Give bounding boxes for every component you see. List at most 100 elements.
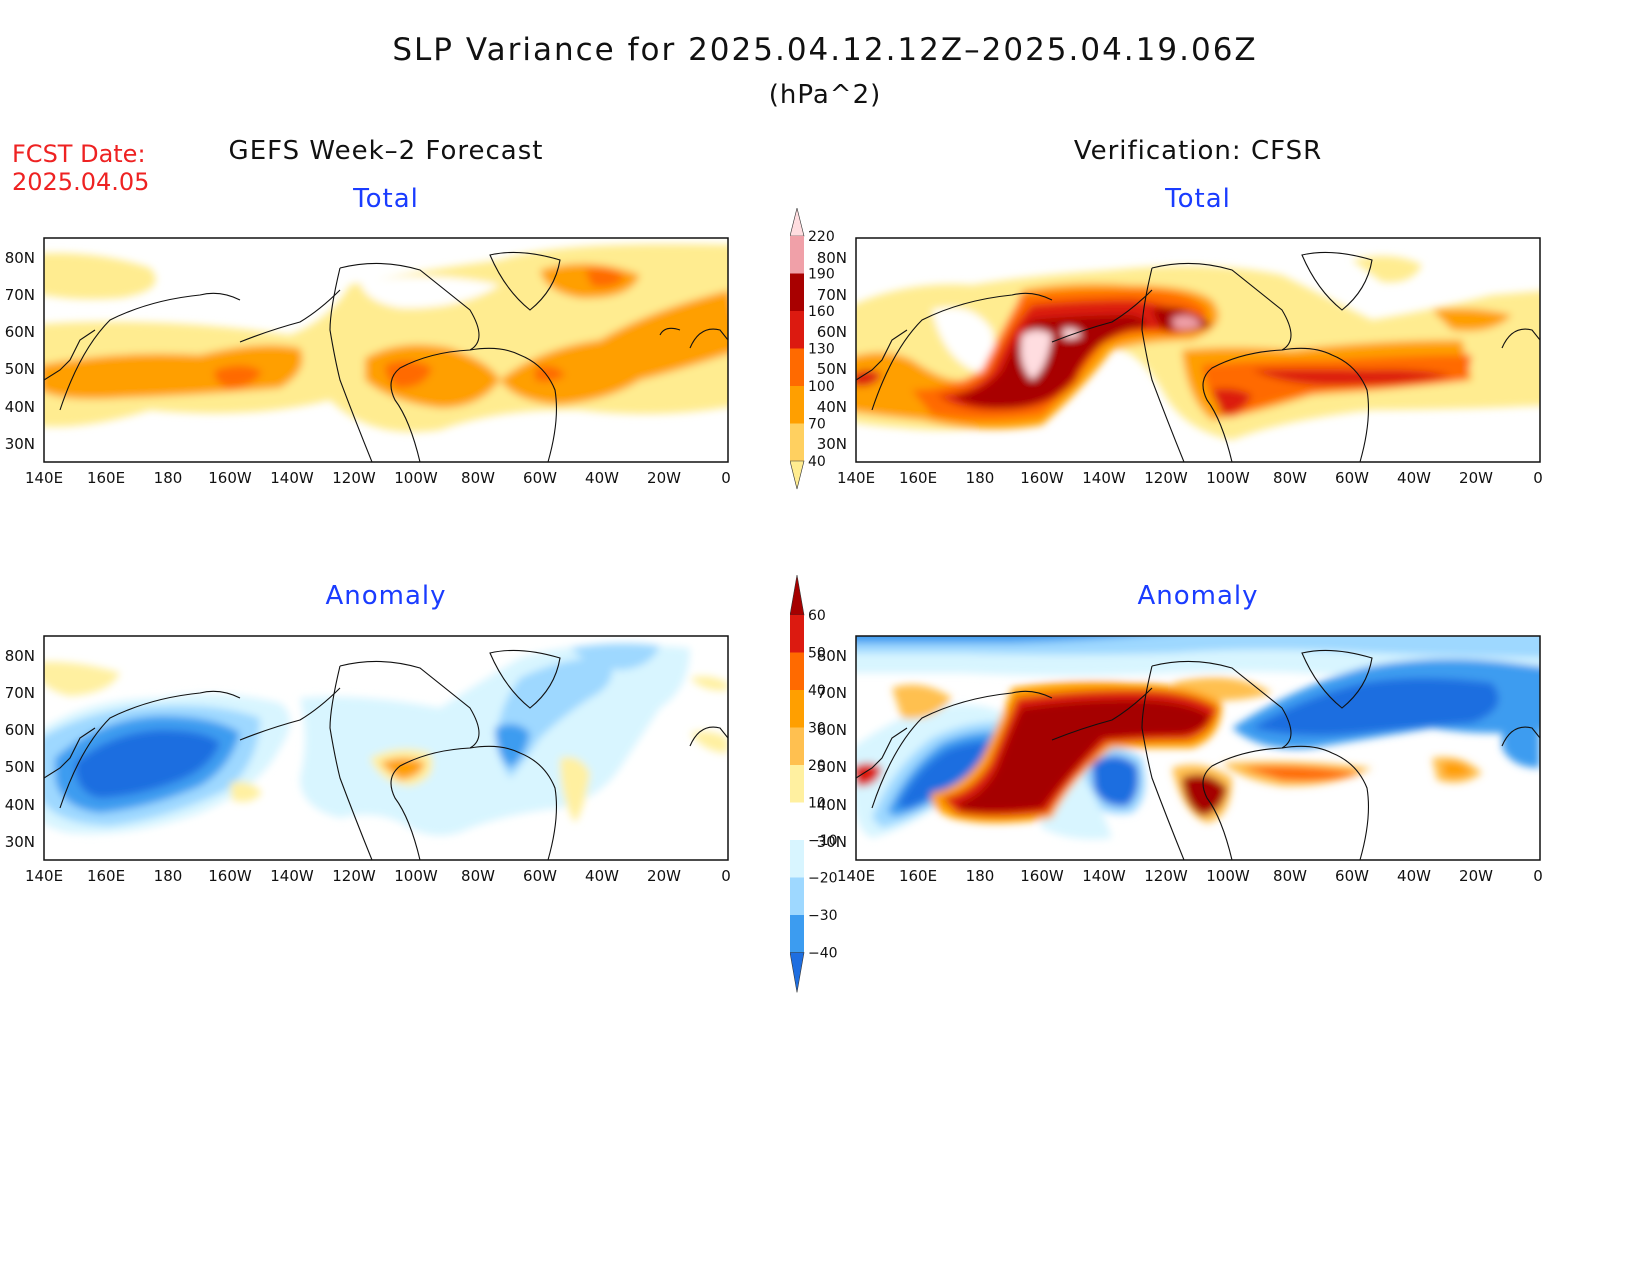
anomaly-colorbar-swatch bbox=[790, 840, 804, 878]
anomaly-colorbar-label: −40 bbox=[808, 946, 838, 962]
total-colorbar-labels: 220 190 160 130 100 70 40 bbox=[808, 229, 835, 470]
total-colorbar-label: 40 bbox=[808, 454, 826, 470]
lat-label-60n: 60N bbox=[817, 721, 847, 739]
anomaly-colorbar-label: −10 bbox=[808, 833, 838, 849]
lat-label-30n: 30N bbox=[5, 833, 35, 851]
lat-axis-labels: 80N 70N 60N 50N 40N 30N bbox=[5, 647, 35, 851]
anomaly-colorbar-label: 50 bbox=[808, 646, 826, 662]
lat-label-60n: 60N bbox=[817, 323, 847, 341]
lon-label-180: 180 bbox=[154, 469, 183, 487]
fcst-date-label: FCST Date: bbox=[12, 140, 146, 168]
verification-anomaly-map: 80N 70N 60N 50N 40N 30N 140E 160E 180 16… bbox=[817, 635, 1543, 885]
total-colorbar-top-arrow bbox=[790, 208, 805, 237]
lon-label-60w: 60W bbox=[1335, 867, 1369, 885]
verification-anomaly-subtitle: Anomaly bbox=[1137, 581, 1259, 611]
lat-label-80n: 80N bbox=[817, 647, 847, 665]
units-label: (hPa^2) bbox=[768, 80, 882, 110]
total-colorbar-label: 190 bbox=[808, 267, 835, 283]
lon-label-60w: 60W bbox=[1335, 469, 1369, 487]
lon-label-20w: 20W bbox=[1459, 867, 1493, 885]
lon-label-0: 0 bbox=[1533, 867, 1543, 885]
lat-label-80n: 80N bbox=[5, 647, 35, 665]
lon-label-40w: 40W bbox=[1397, 867, 1431, 885]
anomaly-colorbar-swatch bbox=[790, 615, 804, 653]
main-title: SLP Variance for 2025.04.12.12Z–2025.04.… bbox=[392, 32, 1258, 68]
lon-label-120w: 120W bbox=[1144, 867, 1188, 885]
anomaly-colorbar-top-arrow bbox=[790, 575, 805, 616]
forecast-date-block: FCST Date: 2025.04.05 bbox=[12, 140, 149, 196]
fcst-date-value: 2025.04.05 bbox=[12, 168, 150, 196]
anomaly-colorbar-label: −30 bbox=[808, 908, 838, 924]
lat-label-40n: 40N bbox=[5, 796, 35, 814]
lat-label-70n: 70N bbox=[817, 286, 847, 304]
lon-label-120w: 120W bbox=[332, 469, 376, 487]
forecast-anomaly-subtitle: Anomaly bbox=[325, 581, 447, 611]
total-colorbar-swatches bbox=[790, 208, 805, 490]
anomaly-colorbar-swatches bbox=[790, 575, 805, 993]
lon-label-140w: 140W bbox=[1082, 867, 1126, 885]
anomaly-colorbar-label: 60 bbox=[808, 608, 826, 624]
lat-label-70n: 70N bbox=[5, 286, 35, 304]
verification-total-subtitle: Total bbox=[1165, 184, 1231, 214]
anomaly-colorbar-labels: 60 50 40 30 20 10 −10 −20 −30 −40 bbox=[808, 608, 838, 962]
lon-label-140w: 140W bbox=[1082, 469, 1126, 487]
lon-label-160e: 160E bbox=[87, 867, 125, 885]
right-column-heading: Verification: CFSR bbox=[1073, 136, 1323, 166]
lon-label-140e: 140E bbox=[837, 867, 875, 885]
lon-label-120w: 120W bbox=[1144, 469, 1188, 487]
lat-axis-labels: 80N 70N 60N 50N 40N 30N bbox=[817, 249, 847, 453]
lon-label-40w: 40W bbox=[585, 867, 619, 885]
lon-label-140e: 140E bbox=[25, 867, 63, 885]
total-colorbar-swatch bbox=[790, 348, 804, 386]
anomaly-colorbar-swatch bbox=[790, 765, 804, 803]
lon-label-100w: 100W bbox=[1206, 867, 1250, 885]
anomaly-colorbar-swatch bbox=[790, 915, 804, 953]
anomaly-colorbar-label: 10 bbox=[808, 796, 826, 812]
total-colorbar-swatch bbox=[790, 273, 804, 311]
forecast-total-map: 80N 70N 60N 50N 40N 30N 140E 160E 180 16… bbox=[5, 237, 731, 487]
lat-label-40n: 40N bbox=[5, 398, 35, 416]
lat-label-50n: 50N bbox=[817, 360, 847, 378]
lon-label-100w: 100W bbox=[1206, 469, 1250, 487]
total-colorbar-bottom-arrow bbox=[790, 460, 805, 490]
lat-label-70n: 70N bbox=[817, 684, 847, 702]
lon-label-100w: 100W bbox=[394, 469, 438, 487]
lat-label-50n: 50N bbox=[817, 758, 847, 776]
total-colorbar-label: 130 bbox=[808, 342, 835, 358]
total-colorbar: 220 190 160 130 100 70 40 bbox=[790, 208, 835, 490]
anomaly-colorbar-label: 40 bbox=[808, 683, 826, 699]
lon-axis-labels: 140E 160E 180 160W 140W 120W 100W 80W 60… bbox=[25, 469, 731, 487]
total-colorbar-label: 70 bbox=[808, 417, 826, 433]
lon-label-160w: 160W bbox=[1020, 867, 1064, 885]
lon-label-140w: 140W bbox=[270, 469, 314, 487]
lon-label-20w: 20W bbox=[647, 469, 681, 487]
lat-label-50n: 50N bbox=[5, 758, 35, 776]
anomaly-colorbar-label: 30 bbox=[808, 721, 826, 737]
lon-label-180: 180 bbox=[966, 469, 995, 487]
lat-axis-labels: 80N 70N 60N 50N 40N 30N bbox=[817, 647, 847, 851]
total-colorbar-swatch bbox=[790, 311, 804, 349]
verification-total-map: 80N 70N 60N 50N 40N 30N 140E 160E 180 16… bbox=[817, 237, 1543, 487]
total-colorbar-label: 220 bbox=[808, 229, 835, 245]
forecast-anomaly-map: 80N 70N 60N 50N 40N 30N 140E 160E 180 16… bbox=[5, 635, 731, 885]
total-colorbar-swatch bbox=[790, 386, 804, 424]
anomaly-colorbar-swatch bbox=[790, 690, 804, 728]
lon-label-160w: 160W bbox=[1020, 469, 1064, 487]
lon-label-140e: 140E bbox=[25, 469, 63, 487]
lon-label-180: 180 bbox=[966, 867, 995, 885]
anomaly-colorbar-swatch bbox=[790, 802, 804, 840]
lon-label-0: 0 bbox=[1533, 469, 1543, 487]
lon-axis-labels: 140E 160E 180 160W 140W 120W 100W 80W 60… bbox=[837, 469, 1543, 487]
lat-label-40n: 40N bbox=[817, 398, 847, 416]
anomaly-colorbar-bottom-arrow bbox=[790, 952, 805, 993]
lat-label-30n: 30N bbox=[5, 435, 35, 453]
lon-label-0: 0 bbox=[721, 469, 731, 487]
lon-label-80w: 80W bbox=[461, 867, 495, 885]
lon-label-160w: 160W bbox=[208, 469, 252, 487]
lat-label-40n: 40N bbox=[817, 796, 847, 814]
lon-label-80w: 80W bbox=[1273, 469, 1307, 487]
lat-label-60n: 60N bbox=[5, 721, 35, 739]
anomaly-colorbar-label: 20 bbox=[808, 758, 826, 774]
anomaly-colorbar-label: −20 bbox=[808, 871, 838, 887]
lon-label-20w: 20W bbox=[1459, 469, 1493, 487]
